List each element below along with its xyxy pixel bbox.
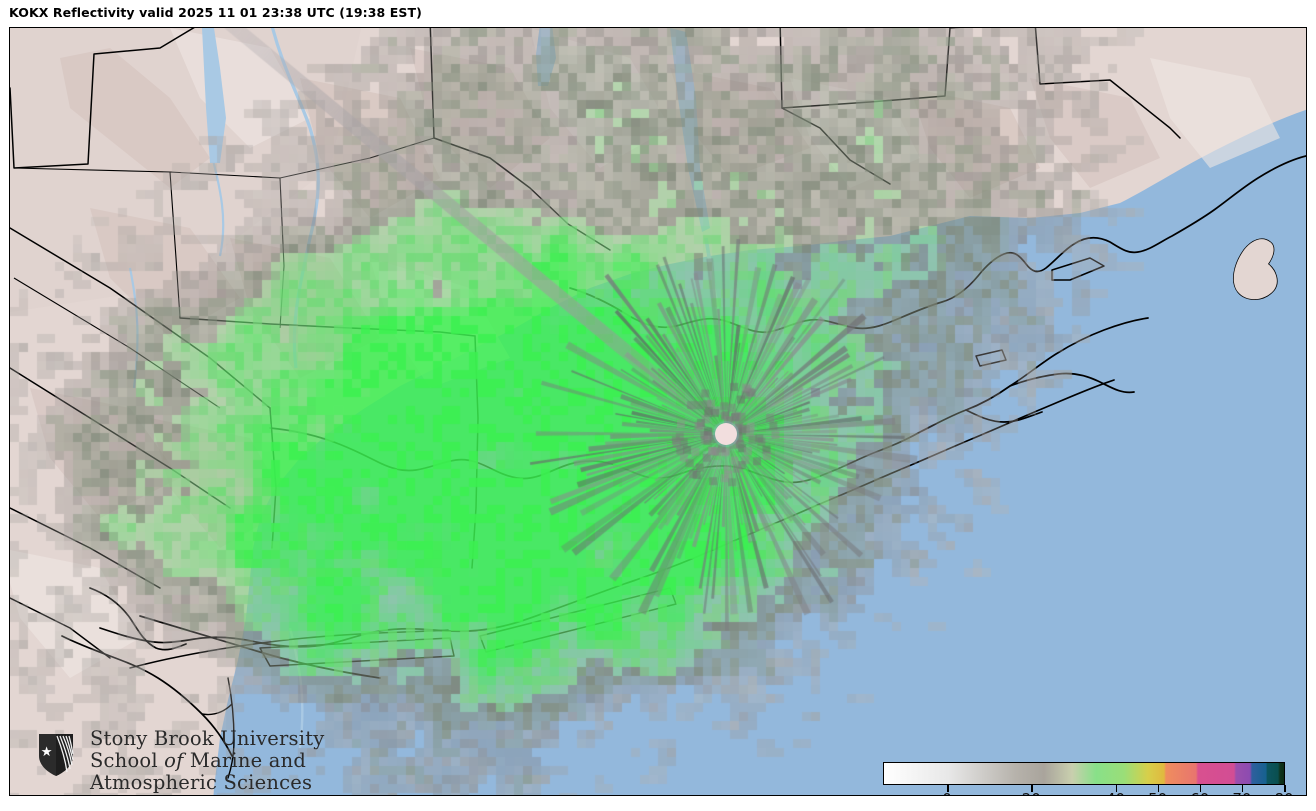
sbu-logo: Stony Brook University School of Marine … — [32, 726, 324, 795]
colorbar-gradient-box — [883, 762, 1285, 785]
colorbar-tick-label: 80 — [1274, 790, 1293, 795]
colorbar-tick — [1199, 785, 1202, 792]
colorbar-tick-label: 0 — [942, 790, 952, 795]
colorbar-tick — [1115, 785, 1117, 792]
colorbar-tick — [1284, 785, 1286, 792]
colorbar-tick-label: 40 — [1106, 790, 1125, 795]
colorbar-tick — [1157, 785, 1160, 792]
sbu-line-2: School of Marine and — [90, 749, 307, 772]
colorbar-tick-label: 70 — [1232, 790, 1251, 795]
colorbar-tick-label: 50 — [1148, 790, 1167, 795]
kokx-radar-site-marker — [715, 423, 737, 445]
colorbar-ticks — [883, 785, 1286, 792]
colorbar-tick-label: 60 — [1190, 790, 1209, 795]
reflectivity-colorbar: 0 20 40 50 60 70 80 — [874, 757, 1294, 795]
sbu-logo-text: Stony Brook University School of Marine … — [90, 728, 330, 794]
sbu-line-3: Atmospheric Sciences — [90, 771, 313, 794]
colorbar-tick — [1031, 785, 1033, 792]
colorbar-tick-label: 20 — [1022, 790, 1041, 795]
colorbar-tick — [1241, 785, 1244, 792]
sbu-line-1: Stony Brook University — [90, 727, 325, 750]
radar-echo-layer — [10, 28, 1306, 795]
map-panel[interactable]: Stony Brook University School of Marine … — [9, 27, 1307, 796]
colorbar-tick-labels: 0 20 40 50 60 70 80 — [874, 790, 1294, 795]
colorbar-gradient — [884, 763, 1284, 784]
page-title: KOKX Reflectivity valid 2025 11 01 23:38… — [9, 5, 422, 20]
stony-brook-shield-icon — [39, 734, 74, 776]
colorbar-tick — [947, 785, 949, 792]
